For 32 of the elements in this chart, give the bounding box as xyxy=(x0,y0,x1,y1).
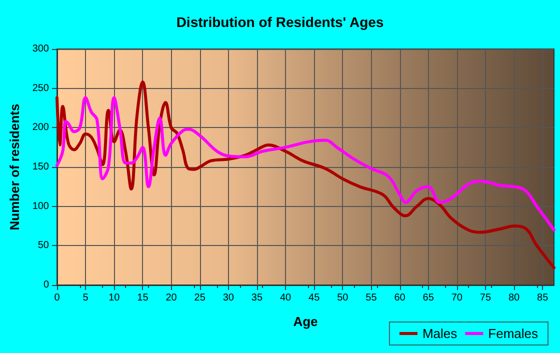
x-tick-label: 20 xyxy=(166,292,178,304)
x-tick-label: 55 xyxy=(366,292,378,304)
x-tick-label: 65 xyxy=(422,292,434,304)
y-tick-label: 300 xyxy=(32,44,50,54)
x-tick-label: 5 xyxy=(82,292,89,304)
x-tick-label: 60 xyxy=(394,292,406,304)
y-tick-label: 100 xyxy=(32,200,50,212)
y-tick-label: 150 xyxy=(32,162,50,172)
line-series xyxy=(56,80,556,270)
y-tick-label: 50 xyxy=(38,240,50,252)
y-tick-label: 0 xyxy=(43,280,50,290)
x-tick-label: 80 xyxy=(508,292,520,304)
x-tick-label: 30 xyxy=(222,292,234,304)
x-tick-label: 85 xyxy=(537,292,549,304)
chart-title: Distribution of Residents' Ages xyxy=(176,14,384,30)
y-axis-title: Number of residents xyxy=(7,104,22,230)
x-tick-label: 50 xyxy=(337,292,349,304)
x-tick-label: 45 xyxy=(308,292,320,304)
x-tick-label: 75 xyxy=(480,292,492,304)
legend-label: Males xyxy=(422,326,458,341)
y-tick-label: 250 xyxy=(32,82,50,94)
x-tick-label: 15 xyxy=(137,292,149,304)
x-tick-label: 0 xyxy=(54,292,60,304)
x-tick-label: 70 xyxy=(451,292,463,304)
y-tick-label: 200 xyxy=(32,122,50,134)
x-tick-label: 35 xyxy=(251,292,263,304)
x-axis-title: Age xyxy=(293,314,318,329)
x-tick-label: 25 xyxy=(194,292,206,304)
x-tick-label: 40 xyxy=(280,292,292,304)
x-tick-label: 10 xyxy=(108,292,120,304)
line-series xyxy=(56,96,556,232)
legend-label: Females xyxy=(488,326,538,341)
